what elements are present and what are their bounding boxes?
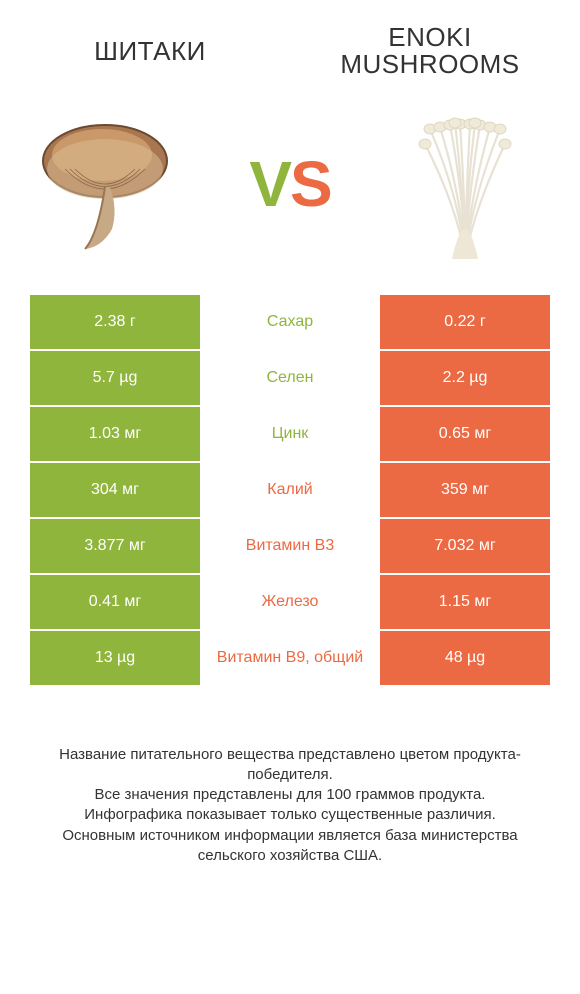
table-row: 0.41 мгЖелезо1.15 мг xyxy=(30,575,550,629)
vs-s: S xyxy=(290,148,331,220)
left-value: 0.41 мг xyxy=(30,575,200,629)
left-value: 13 µg xyxy=(30,631,200,685)
left-product-image xyxy=(30,99,200,269)
nutrient-label: Витамин B3 xyxy=(200,519,380,573)
right-value: 1.15 мг xyxy=(380,575,550,629)
left-value: 5.7 µg xyxy=(30,351,200,405)
enoki-icon xyxy=(380,99,550,269)
table-row: 5.7 µgСелен2.2 µg xyxy=(30,351,550,405)
header: ШИТАКИ ENOKI MUSHROOMS xyxy=(30,24,550,79)
right-value: 2.2 µg xyxy=(380,351,550,405)
footer-line: Все значения представлены для 100 граммо… xyxy=(36,785,544,805)
left-value: 304 мг xyxy=(30,463,200,517)
footer-line: Название питательного вещества представл… xyxy=(36,745,544,786)
vs-v: V xyxy=(249,148,290,220)
table-row: 2.38 гСахар0.22 г xyxy=(30,295,550,349)
table-row: 304 мгКалий359 мг xyxy=(30,463,550,517)
left-value: 3.877 мг xyxy=(30,519,200,573)
nutrient-label: Цинк xyxy=(200,407,380,461)
footer-line: Основным источником информации является … xyxy=(36,826,544,867)
nutrient-label: Сахар xyxy=(200,295,380,349)
nutrient-label: Калий xyxy=(200,463,380,517)
right-product-image xyxy=(380,99,550,269)
footer-line: Инфографика показывает только существенн… xyxy=(36,805,544,825)
right-value: 48 µg xyxy=(380,631,550,685)
left-value: 2.38 г xyxy=(30,295,200,349)
nutrient-label: Селен xyxy=(200,351,380,405)
images-row: VS xyxy=(30,99,550,269)
right-product-title: ENOKI MUSHROOMS xyxy=(310,24,550,79)
footer-notes: Название питательного вещества представл… xyxy=(30,745,550,867)
comparison-table: 2.38 гСахар0.22 г5.7 µgСелен2.2 µg1.03 м… xyxy=(30,295,550,685)
left-value: 1.03 мг xyxy=(30,407,200,461)
right-value: 359 мг xyxy=(380,463,550,517)
right-value: 7.032 мг xyxy=(380,519,550,573)
table-row: 3.877 мгВитамин B37.032 мг xyxy=(30,519,550,573)
table-row: 13 µgВитамин B9, общий48 µg xyxy=(30,631,550,685)
vs-label: VS xyxy=(249,147,330,221)
table-row: 1.03 мгЦинк0.65 мг xyxy=(30,407,550,461)
shiitake-icon xyxy=(30,99,200,269)
right-value: 0.65 мг xyxy=(380,407,550,461)
right-value: 0.22 г xyxy=(380,295,550,349)
left-product-title: ШИТАКИ xyxy=(30,38,270,65)
nutrient-label: Железо xyxy=(200,575,380,629)
nutrient-label: Витамин B9, общий xyxy=(200,631,380,685)
